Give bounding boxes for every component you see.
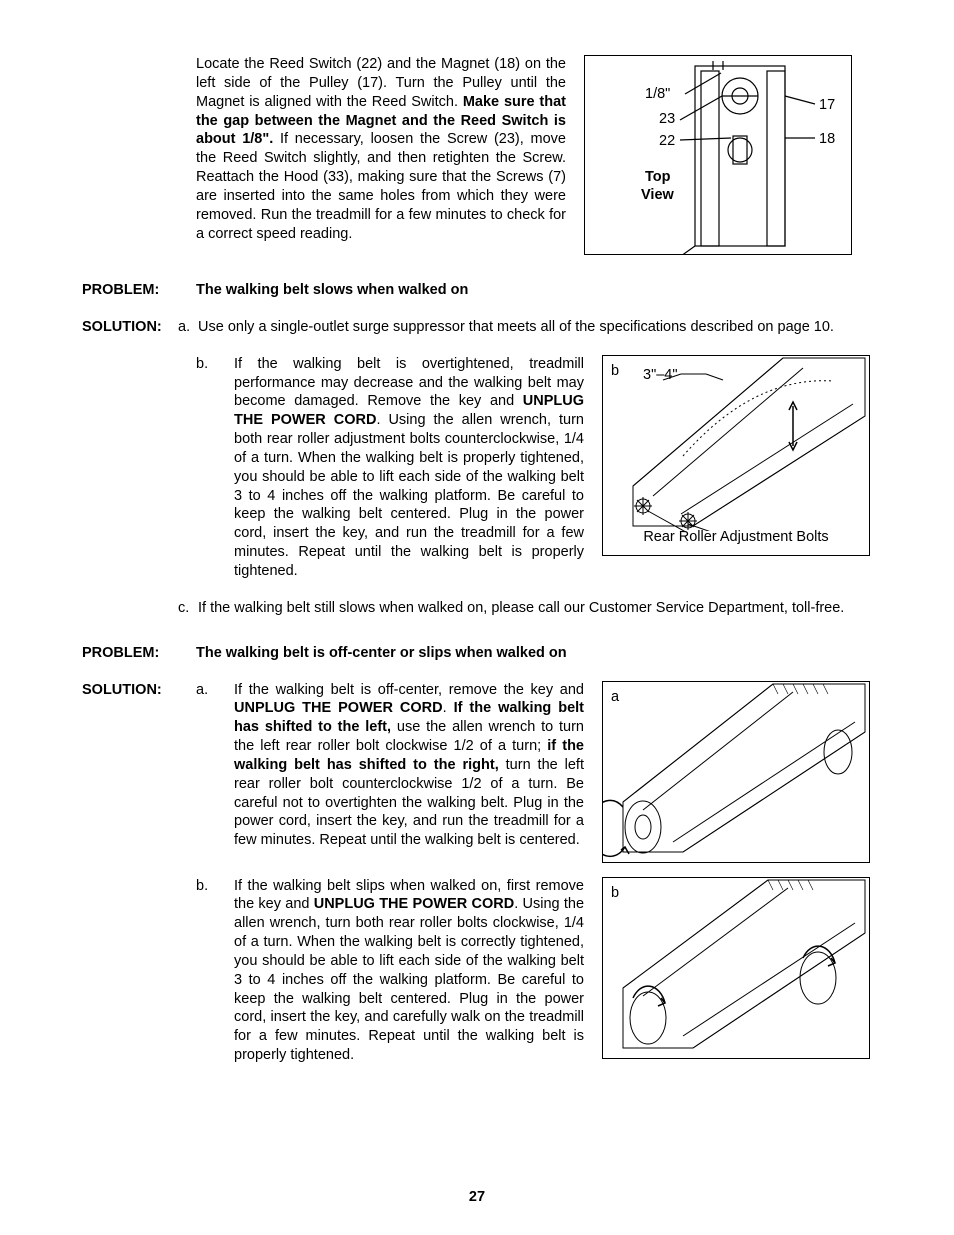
problem-label: PROBLEM: [82,644,178,663]
solution2b-row: b. If the walking belt slips when walked… [82,877,872,1065]
letter-a: a. [196,681,216,700]
t: . Using the allen wrench, turn both rear… [234,896,584,1063]
s1b-text: If the walking belt is overtightened, tr… [234,355,584,581]
problem2-heading: PROBLEM: The walking belt is off-center … [82,644,872,663]
diagram-b: b [602,877,870,1059]
top-view-diagram: 1/8" 23 22 17 18 Top View [584,55,852,255]
letter-a: a. [178,318,198,337]
s1a-text: Use only a single-outlet surge suppresso… [198,318,872,337]
solution1c: c. If the walking belt still slows when … [82,599,872,618]
reed-para: Locate the Reed Switch (22) and the Magn… [196,55,566,243]
lbl-top: Top [645,168,671,187]
fig-b2-label: b [611,884,619,903]
dim-3-4: 3"–4" [643,366,678,385]
problem-label: PROBLEM: [82,281,178,300]
problem2-text: The walking belt is off-center or slips … [196,644,872,663]
s2b-text: If the walking belt slips when walked on… [234,877,584,1065]
solution-label: SOLUTION: [82,318,178,337]
letter-c: c. [178,599,198,618]
t: UNPLUG THE POWER CORD [234,700,443,716]
lbl-view: View [641,186,674,205]
diag-b-svg [603,878,869,1058]
roller-caption: Rear Roller Adjustment Bolts [603,528,869,547]
letter-b: b. [196,877,216,896]
problem1-text: The walking belt slows when walked on [196,281,872,300]
diag-a-svg [603,682,869,862]
lbl-18: 18 [819,130,835,149]
roller-diagram: b 3"–4" Rear Roller Adjustment Bolts [602,355,870,556]
reed-switch-section: Locate the Reed Switch (22) and the Magn… [82,55,872,255]
diagram-a: a [602,681,870,863]
solution2a-row: SOLUTION: a. If the walking belt is off-… [82,681,872,863]
solution1a: SOLUTION: a. Use only a single-outlet su… [82,318,872,337]
fig-b-label: b [611,362,619,381]
t: If the walking belt is off-center, remov… [234,682,584,698]
s1c-text: If the walking belt still slows when wal… [198,599,872,618]
fig-a-label: a [611,688,619,707]
lbl-1-8: 1/8" [645,85,670,104]
lbl-22: 22 [659,132,675,151]
t: UNPLUG THE POWER CORD [314,896,515,912]
t: . Using the allen wrench, turn both rear… [234,412,584,579]
problem1-heading: PROBLEM: The walking belt slows when wal… [82,281,872,300]
reed-text: Locate the Reed Switch (22) and the Magn… [196,55,566,243]
topview-svg [585,56,851,254]
letter-b: b. [196,355,216,374]
s2a-text: If the walking belt is off-center, remov… [234,681,584,851]
t: . [443,700,454,716]
solution1b-row: b. If the walking belt is overtightened,… [82,355,872,581]
lbl-23: 23 [659,110,675,129]
page-number: 27 [0,1188,954,1207]
lbl-17: 17 [819,96,835,115]
t: If necessary, loosen the Screw (23), mov… [196,131,566,241]
solution-label: SOLUTION: [82,681,178,700]
